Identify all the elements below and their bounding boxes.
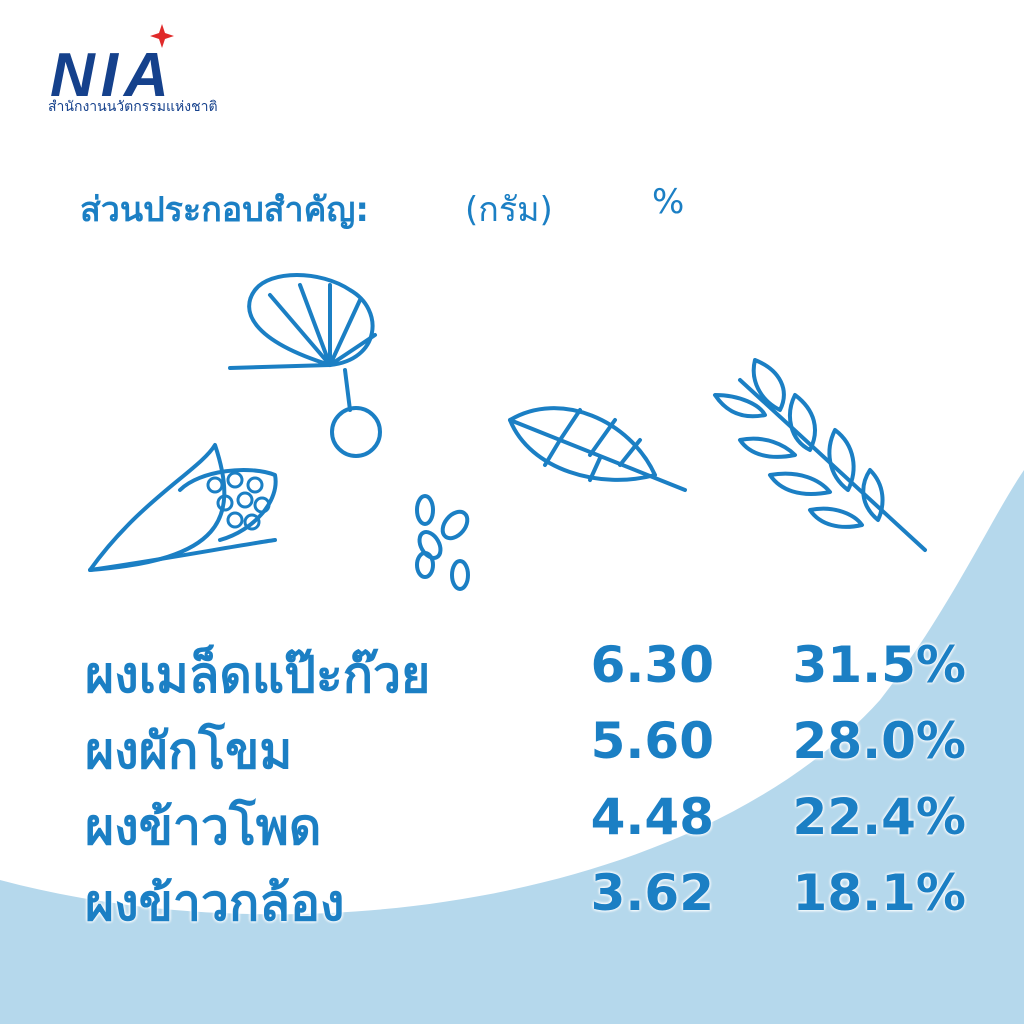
column-header: % <box>652 182 685 222</box>
percent: 31.5% <box>792 636 966 694</box>
percent: 18.1% <box>792 864 966 922</box>
logo-subtitle: สำนักงานนวัตกรรมแห่งชาติ <box>48 99 218 115</box>
column-header: (กรัม) <box>465 190 553 230</box>
grams: 3.62 <box>590 864 714 922</box>
percent: 28.0% <box>792 712 966 770</box>
grams: 4.48 <box>590 788 714 846</box>
ingredient-name: ผงข้าวโพด <box>85 798 322 856</box>
ingredient-name: ผงข้าวกล้อง <box>85 874 345 932</box>
ingredient-name: ผงผักโขม <box>85 722 293 780</box>
percent: 22.4% <box>792 788 966 846</box>
ingredient-name: ผงเมล็ดแป๊ะก๊วย <box>85 646 431 704</box>
grams: 6.30 <box>590 636 714 694</box>
grams: 5.60 <box>590 712 714 770</box>
logo: NIA <box>50 41 175 110</box>
heading: ส่วนประกอบสำคัญ: <box>80 190 369 230</box>
